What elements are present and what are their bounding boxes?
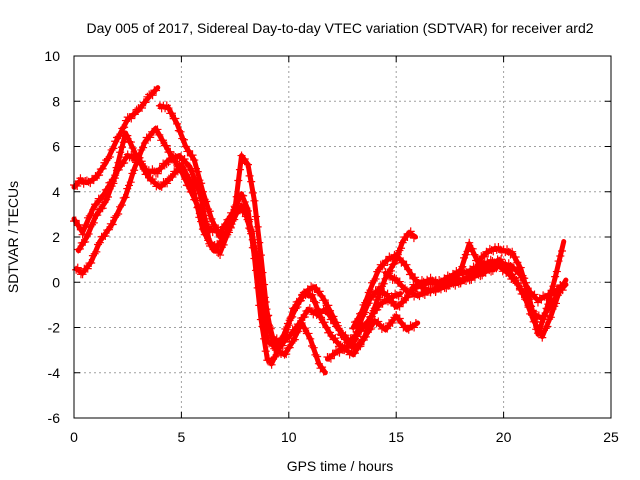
y-tick-label: 10: [44, 48, 60, 64]
x-tick-label: 20: [496, 429, 512, 445]
x-tick-label: 5: [178, 429, 186, 445]
series-track-3: [74, 150, 421, 359]
series-markers: [155, 101, 328, 376]
chart-title: Day 005 of 2017, Sidereal Day-to-day VTE…: [86, 20, 593, 36]
y-tick-label: 2: [52, 229, 60, 245]
x-axis-title: GPS time / hours: [287, 458, 394, 474]
y-tick-label: 4: [52, 184, 60, 200]
y-tick-label: 0: [52, 274, 60, 290]
series-markers: [74, 150, 420, 359]
series-track-5: [155, 101, 328, 376]
y-tick-label: -6: [48, 410, 61, 426]
x-tick-label: 15: [388, 429, 404, 445]
series-track-4: [70, 130, 403, 350]
series-track-9: [409, 259, 567, 307]
x-tick-label: 25: [603, 429, 619, 445]
y-tick-label: 8: [52, 93, 60, 109]
y-tick-label: 6: [52, 139, 60, 155]
y-tick-label: -2: [48, 320, 61, 336]
grid: [74, 56, 611, 418]
x-tick-label: 10: [281, 429, 297, 445]
y-axis-title: SDTVAR / TECUs: [5, 181, 21, 293]
series-track-8: [381, 238, 567, 338]
series-layer: [70, 85, 569, 376]
ticks: 0 5 10 15 20 25 -6 -4 -2 0 2 4 6 8 10: [44, 48, 619, 445]
y-tick-label: -4: [48, 365, 61, 381]
x-tick-label: 0: [70, 429, 78, 445]
series-markers: [409, 259, 567, 307]
